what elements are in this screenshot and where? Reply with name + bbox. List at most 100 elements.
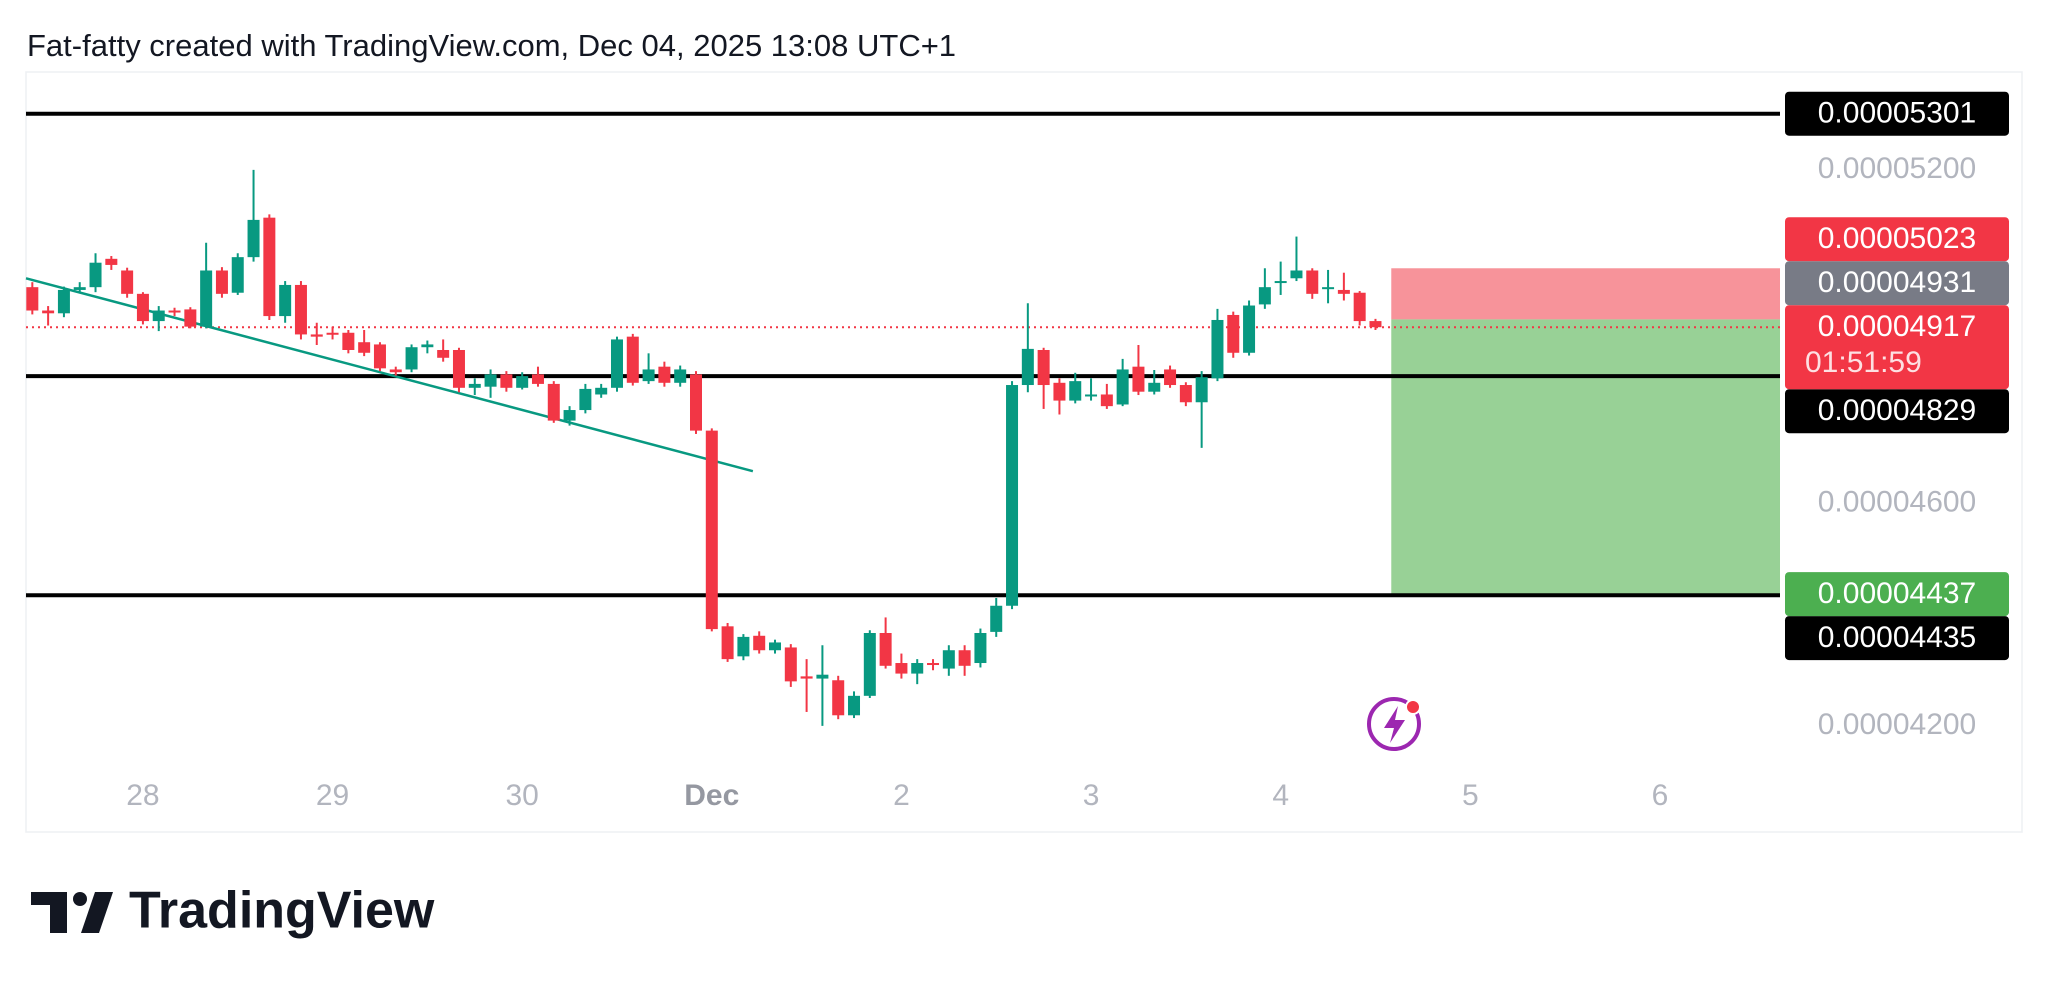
price-label: 0.00004435 [1818, 621, 1977, 654]
candle-body [200, 270, 213, 327]
candle-body [247, 219, 260, 258]
candle-body [1006, 385, 1019, 606]
candle-body [1179, 385, 1192, 403]
x-tick-label: 2 [893, 779, 910, 812]
target-zone [1391, 319, 1780, 595]
candle-body [721, 626, 734, 660]
stop-zone [1391, 268, 1780, 320]
candle-body [326, 332, 339, 335]
x-tick-label: 3 [1083, 779, 1100, 812]
brand-logo: TradingView [31, 882, 435, 940]
candle-body [1337, 289, 1350, 294]
y-tick-label: 0.00004200 [1818, 708, 1977, 741]
x-tick-label: 5 [1462, 779, 1479, 812]
candle-body [1227, 314, 1240, 353]
candle-body [1148, 382, 1161, 392]
candle-body [421, 344, 434, 348]
candle-body [674, 369, 687, 383]
candle-body [531, 374, 544, 384]
candle-body [358, 342, 371, 353]
price-label-box [1785, 389, 2009, 434]
price-label: 0.00004829 [1818, 394, 1977, 427]
candle-body [1037, 349, 1050, 386]
alert-icon [1367, 697, 1421, 751]
candle-body [1353, 292, 1366, 322]
candle-body [1258, 287, 1271, 305]
candle-body [990, 605, 1003, 632]
candle-body [168, 310, 181, 313]
candle-body [57, 289, 70, 314]
candle-body [1100, 394, 1113, 407]
candle-body [942, 650, 955, 669]
candle-body [73, 287, 86, 290]
candle-body [405, 347, 418, 370]
candle-body [800, 676, 813, 679]
candle-body [958, 650, 971, 666]
candle-body [26, 287, 39, 311]
price-label: 0.00005023 [1818, 222, 1977, 255]
candle-body [1053, 382, 1066, 401]
candle-body [753, 635, 766, 651]
y-tick-label: 0.00005200 [1818, 152, 1977, 185]
candle-body [895, 663, 908, 674]
candle-body [1085, 394, 1098, 397]
candle-body [1306, 270, 1319, 294]
candle-body [215, 270, 228, 294]
x-tick-label: 29 [316, 779, 349, 812]
candle-body [136, 293, 149, 322]
candle-body [579, 388, 592, 411]
candle-body [832, 680, 845, 716]
candle-body [642, 369, 655, 382]
candle-body [437, 349, 450, 358]
candle-body [610, 339, 623, 388]
brand-name: TradingView [129, 882, 435, 940]
x-tick-label: 28 [126, 779, 159, 812]
y-tick-label: 0.00004600 [1818, 485, 1977, 518]
candle-body [389, 369, 402, 373]
price-label-box [1785, 616, 2009, 661]
candle-body [863, 632, 876, 696]
candle-body [658, 366, 671, 383]
x-tick-label: 6 [1652, 779, 1669, 812]
candle-body [294, 284, 307, 335]
candle-body [1369, 321, 1382, 328]
price-label: 0.00005301 [1818, 97, 1977, 130]
candle-body [769, 642, 782, 651]
candle-body [452, 349, 465, 388]
price-label: 0.00004931 [1818, 266, 1977, 299]
price-label-box [1785, 217, 2009, 262]
candle-body [848, 695, 861, 716]
price-label-box [1785, 572, 2009, 617]
candle-body [1322, 287, 1335, 290]
candle-body [310, 334, 323, 337]
candle-body [500, 374, 513, 388]
candle-body [547, 383, 560, 421]
candle-body [879, 632, 892, 666]
candle-body [784, 647, 797, 682]
x-tick-label: 30 [505, 779, 538, 812]
candle-body [89, 262, 102, 288]
candle-body [1274, 281, 1287, 284]
candle-body [705, 430, 718, 630]
logo-slash [81, 892, 113, 933]
candle-body [231, 257, 244, 293]
logo-stem [50, 892, 67, 933]
candle-body [184, 309, 197, 327]
candle-body [911, 663, 924, 674]
candle-body [105, 258, 118, 265]
candle-body [1164, 369, 1177, 386]
last-price-label: 0.00004917 [1818, 310, 1977, 343]
candle-body [816, 674, 829, 679]
candle-body [373, 344, 386, 369]
candle-body [468, 383, 481, 388]
x-tick-label: 4 [1272, 779, 1289, 812]
logo-dot [73, 892, 87, 906]
candle-body [595, 387, 608, 395]
price-label: 0.00004437 [1818, 577, 1977, 610]
candle-body [484, 374, 497, 387]
price-labels: 0.00005301 0.00004829 0.00004435 0.00005023… [1785, 91, 2009, 661]
price-label-box [1785, 261, 2009, 306]
candle-body [563, 410, 576, 421]
candle-body [1116, 369, 1129, 405]
